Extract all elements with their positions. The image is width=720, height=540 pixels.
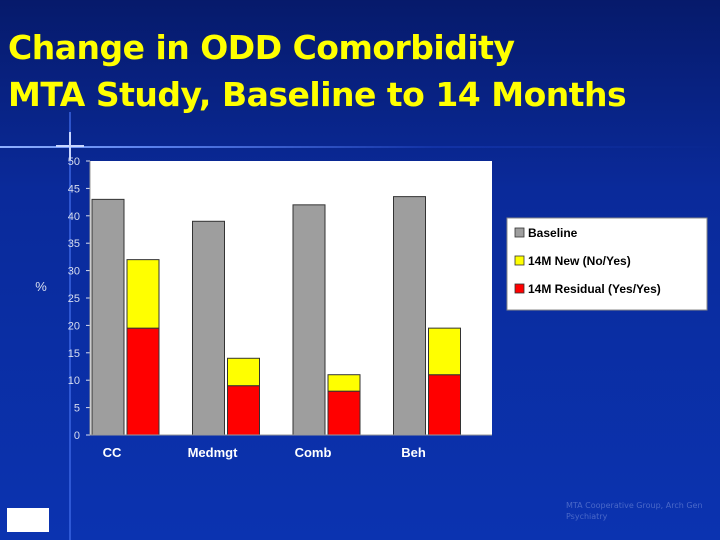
- y-tick-label: 35: [68, 238, 80, 250]
- legend-swatch: [514, 255, 525, 266]
- y-tick-label: 10: [68, 375, 80, 387]
- y-tick-label: 40: [68, 211, 80, 223]
- slide-title: Change in ODD Comorbidity MTA Study, Bas…: [8, 24, 712, 118]
- y-tick-label: 50: [68, 156, 80, 168]
- legend-label: Baseline: [528, 226, 578, 240]
- y-tick-label: 20: [68, 320, 80, 332]
- header-divider: [0, 146, 720, 148]
- x-category-label: Medmgt: [188, 445, 239, 460]
- y-tick-label: 45: [68, 183, 80, 195]
- y-tick-label: 0: [74, 430, 80, 442]
- legend-swatch: [514, 227, 525, 238]
- legend-swatch: [514, 283, 525, 294]
- residual-bar-segment: [227, 385, 260, 436]
- crosshair-ornament: [56, 132, 84, 160]
- baseline-bar: [91, 198, 125, 436]
- baseline-bar: [192, 220, 225, 436]
- new-bar-segment: [126, 259, 160, 329]
- legend-label: 14M Residual (Yes/Yes): [528, 282, 661, 296]
- baseline-bar: [393, 196, 426, 436]
- x-category-label: Comb: [295, 445, 332, 460]
- x-category-label: CC: [103, 445, 122, 460]
- title-line-2: MTA Study, Baseline to 14 Months: [8, 75, 627, 114]
- new-bar-segment: [227, 357, 260, 387]
- left-rule: [69, 112, 71, 540]
- legend-label: 14M New (No/Yes): [528, 254, 631, 268]
- residual-bar-segment: [126, 327, 160, 436]
- residual-bar-segment: [428, 374, 461, 436]
- residual-bar-segment: [327, 390, 361, 436]
- new-bar-segment: [428, 327, 461, 376]
- y-tick-label: 5: [74, 403, 80, 415]
- y-axis-label: %: [35, 279, 47, 294]
- legend-box: [506, 217, 708, 311]
- y-tick-label: 15: [68, 348, 80, 360]
- y-tick-label: 25: [68, 293, 80, 305]
- logo-placeholder: [7, 508, 49, 532]
- title-line-1: Change in ODD Comorbidity: [8, 28, 515, 67]
- new-bar-segment: [327, 374, 361, 392]
- y-tick-label: 30: [68, 266, 80, 278]
- baseline-bar: [292, 204, 326, 436]
- footnote: MTA Cooperative Group, Arch Gen Psychiat…: [566, 501, 703, 521]
- x-category-label: Beh: [401, 445, 426, 460]
